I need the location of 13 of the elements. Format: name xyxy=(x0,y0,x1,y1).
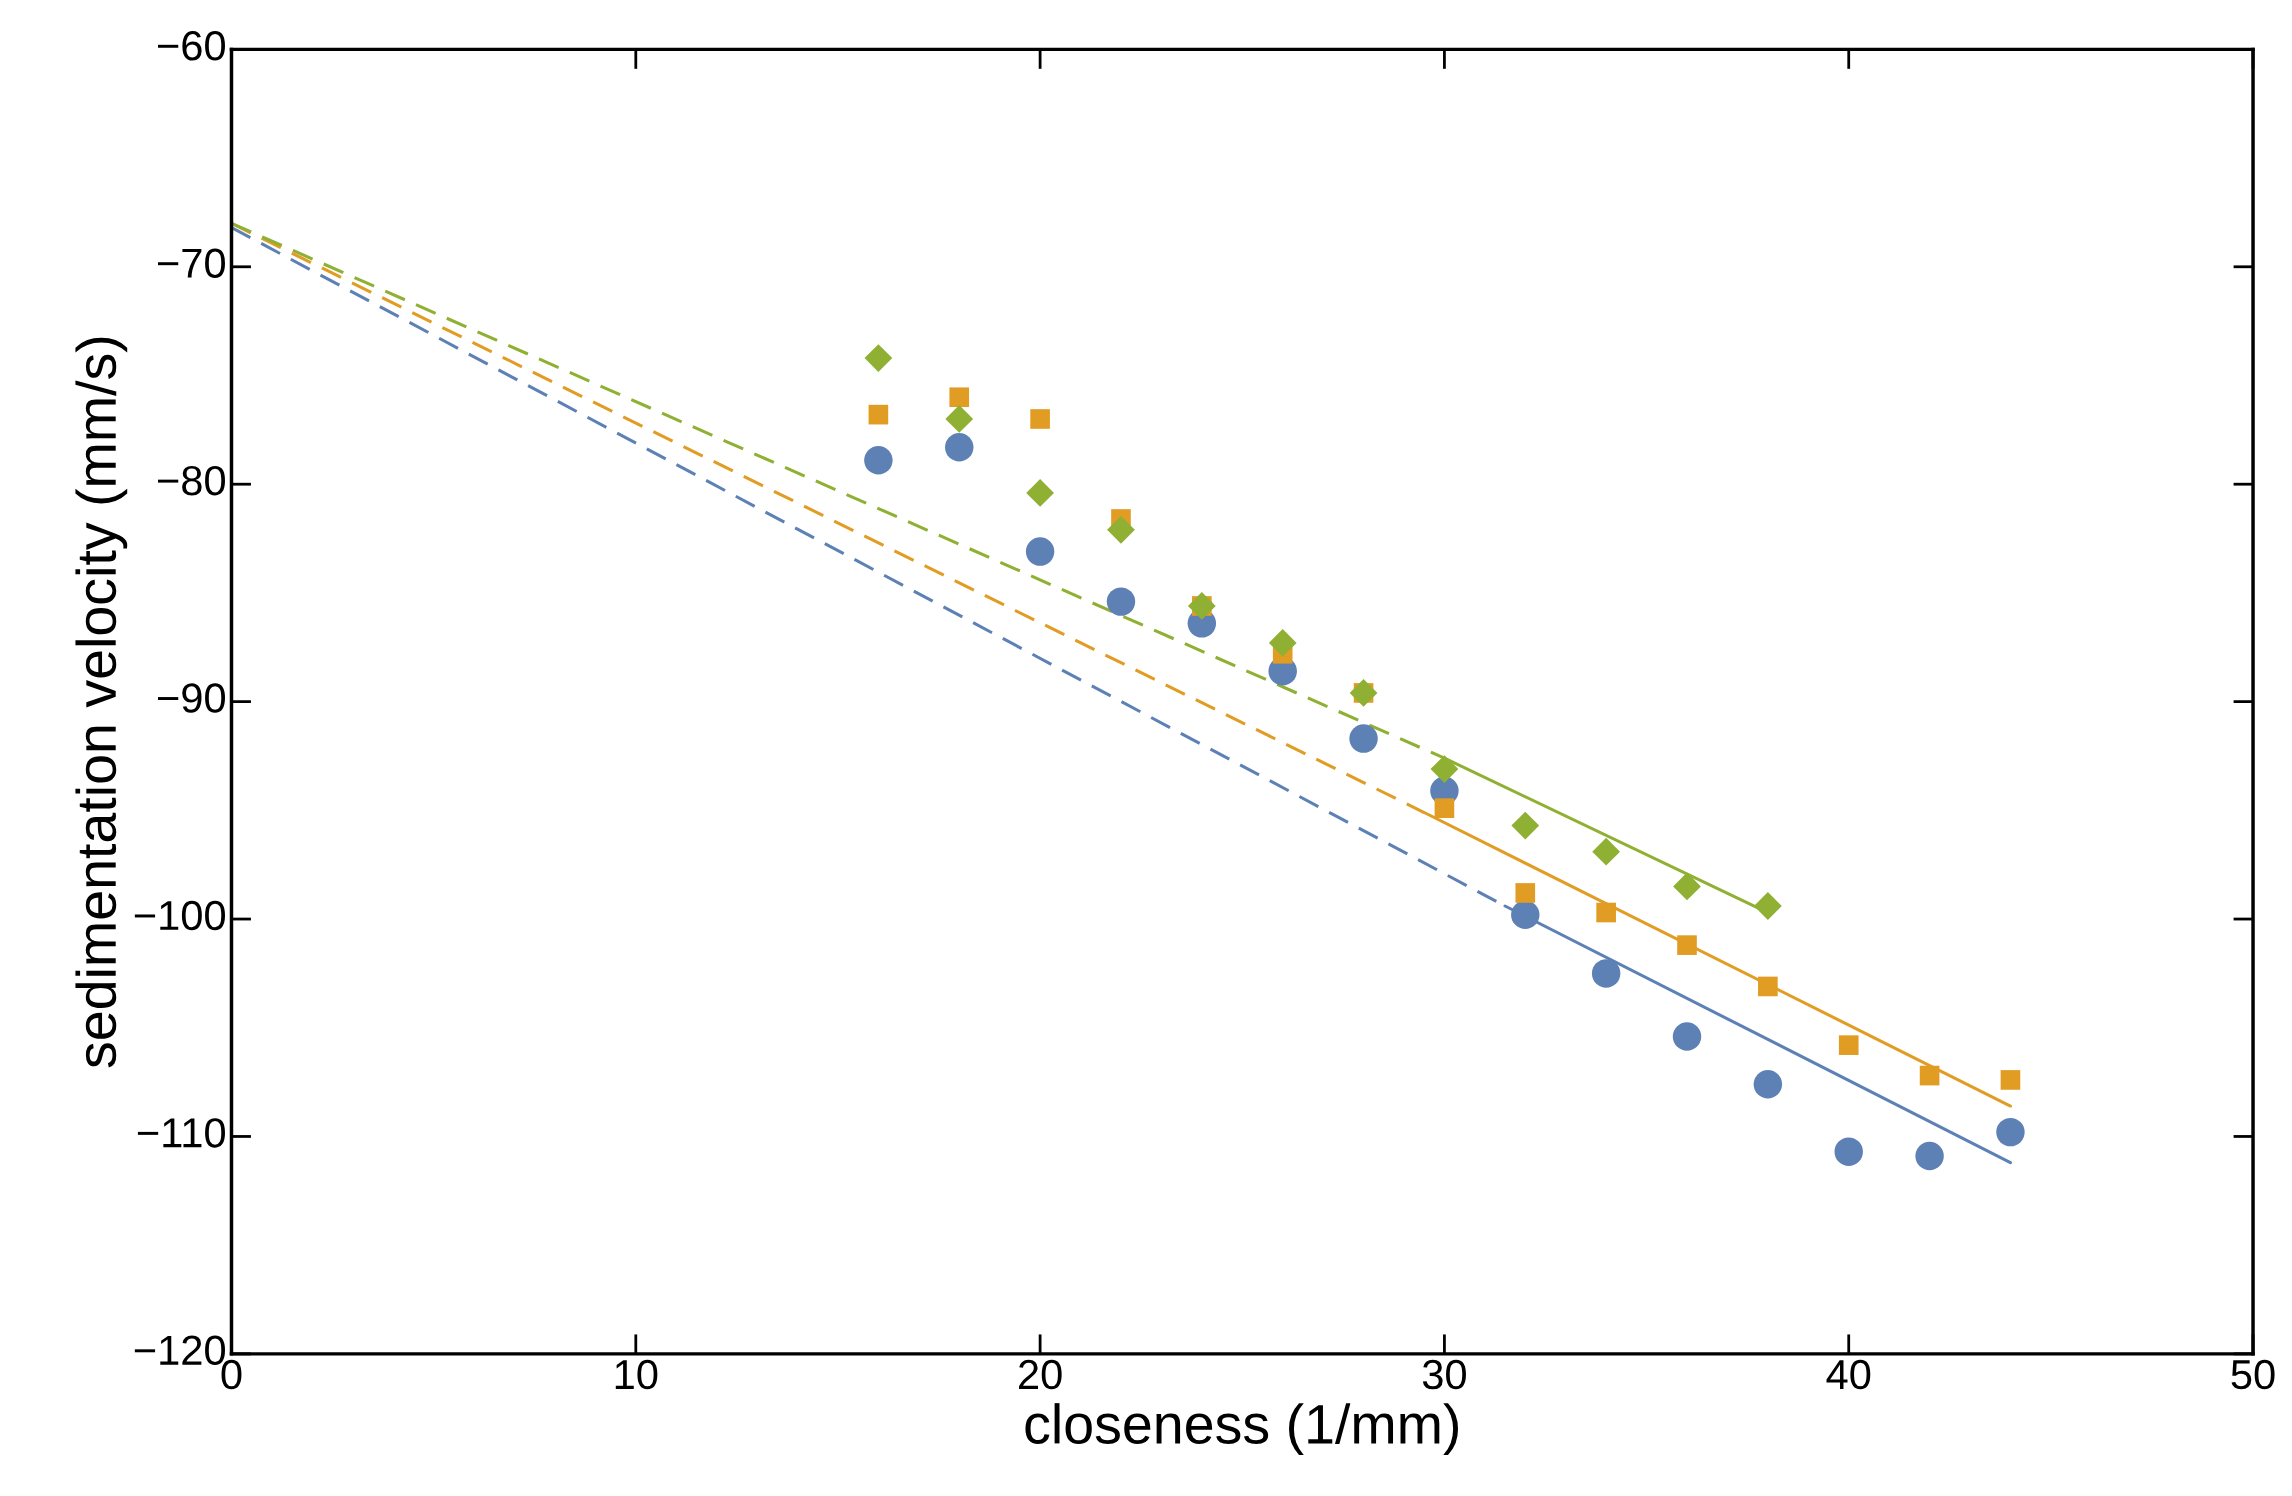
x-tick-label: 40 xyxy=(1826,1359,1871,1390)
y-tick-label: −80 xyxy=(158,465,225,496)
x-tick-label: 20 xyxy=(1019,1359,1062,1390)
y-tick-label: −90 xyxy=(158,683,225,713)
y-axis-title: sedimentation velocity (mm/s) xyxy=(75,337,128,1068)
x-tick-label: 10 xyxy=(615,1359,658,1390)
y-tick-label: −70 xyxy=(158,248,225,278)
y-tick-label: −60 xyxy=(158,31,225,61)
x-tick-label: 30 xyxy=(1422,1359,1466,1390)
y-tick-label: −110 xyxy=(137,1118,225,1148)
x-tick-label: 50 xyxy=(2231,1359,2275,1390)
x-axis-title: closeness (1/mm) xyxy=(1025,1403,1459,1455)
y-tick-label: −100 xyxy=(134,900,225,931)
